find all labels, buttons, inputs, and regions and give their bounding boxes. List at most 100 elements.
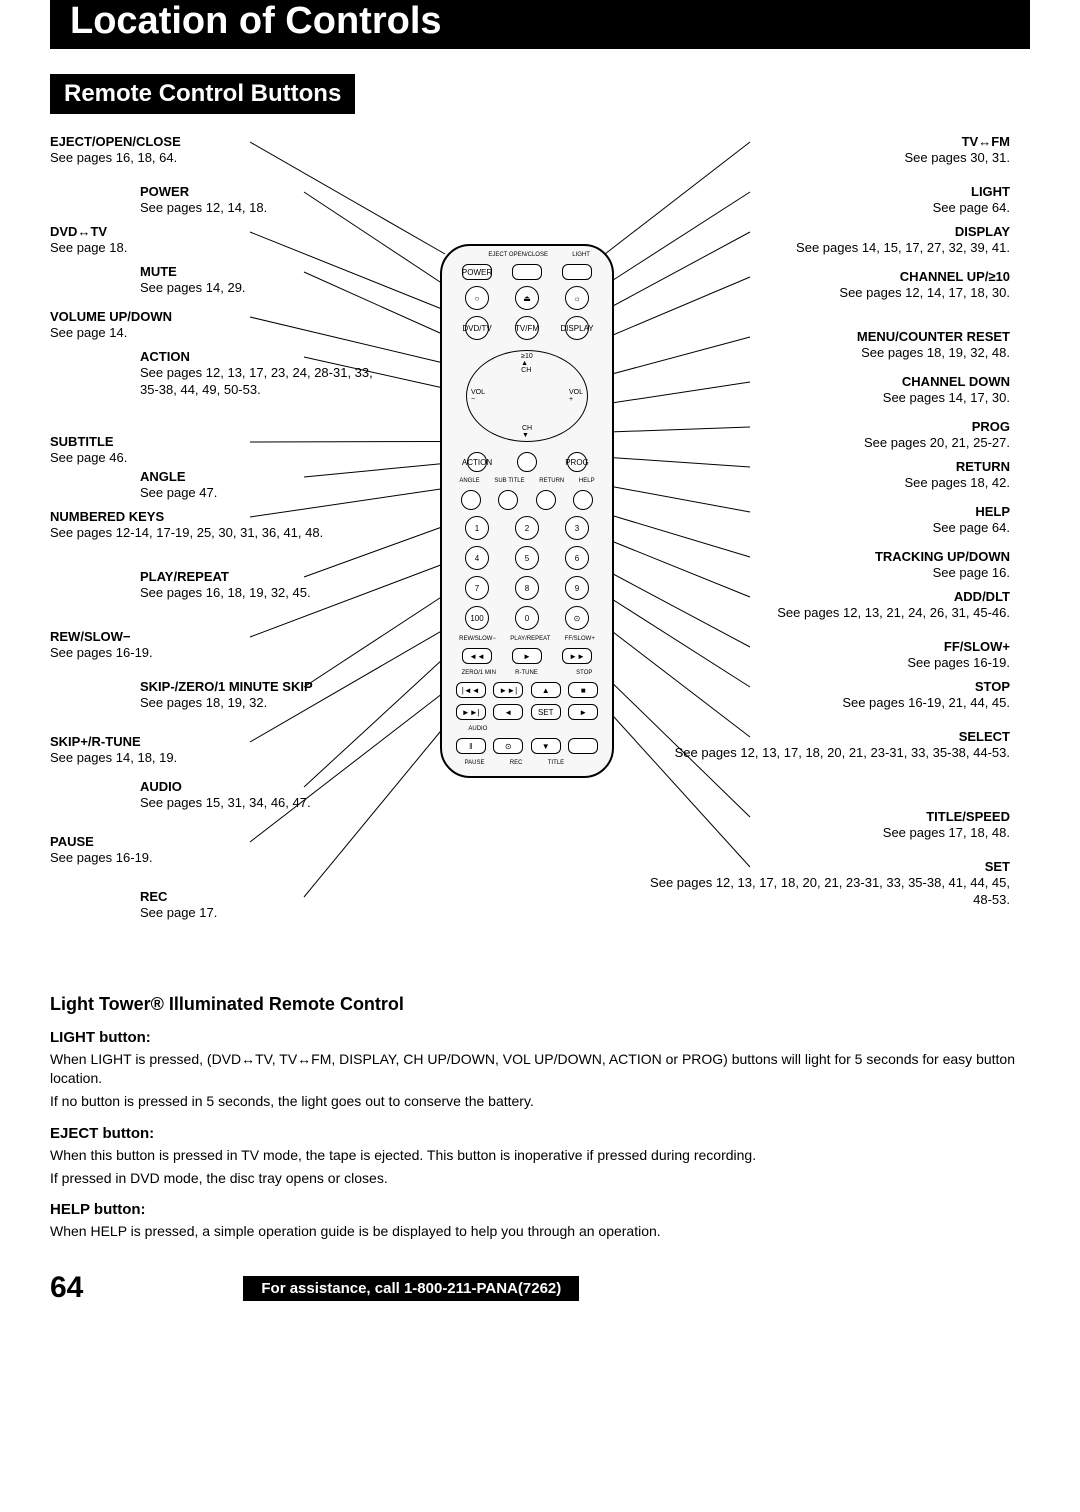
assistance-bar: For assistance, call 1-800-211-PANA(7262…	[243, 1276, 579, 1301]
remote-button[interactable]	[498, 490, 518, 510]
remote-button[interactable]: ►	[568, 704, 598, 720]
callout-label: DISPLAY	[955, 224, 1010, 239]
body-subheading: HELP button:	[50, 1201, 1030, 1218]
callout-ref: See pages 12, 13, 17, 18, 20, 21, 23-31,…	[650, 875, 1010, 906]
remote-button[interactable]: ►►|	[456, 704, 486, 720]
callout-ref: See pages 20, 21, 25-27.	[864, 435, 1010, 450]
remote-button[interactable]: ⊙	[565, 606, 589, 630]
remote-button[interactable]: 9	[565, 576, 589, 600]
right-callout: DISPLAYSee pages 14, 15, 17, 27, 32, 39,…	[630, 224, 1030, 257]
remote-button[interactable]: ▲	[531, 682, 561, 698]
remote-button[interactable]: ACTION	[467, 452, 487, 472]
remote-label: R-TUNE	[515, 670, 538, 676]
remote-button[interactable]: ►►|	[493, 682, 523, 698]
remote-button[interactable]: DVD/TV	[465, 316, 489, 340]
remote-button[interactable]: ►	[512, 648, 542, 664]
callout-label: POWER	[140, 184, 189, 199]
callout-ref: See pages 12-14, 17-19, 25, 30, 31, 36, …	[50, 525, 323, 540]
remote-row: POWER	[452, 264, 602, 280]
left-callout: POWERSee pages 12, 14, 18.	[140, 184, 390, 217]
remote-button[interactable]: ‖	[456, 738, 486, 754]
remote-button[interactable]: SET	[531, 704, 561, 720]
callout-label: DVD↔TV	[50, 224, 107, 239]
callout-ref: See pages 14, 15, 17, 27, 32, 39, 41.	[796, 240, 1010, 255]
remote-button[interactable]: TV/FM	[515, 316, 539, 340]
remote-button[interactable]: PROG	[567, 452, 587, 472]
remote-button[interactable]	[512, 264, 542, 280]
body-heading: Light Tower® Illuminated Remote Control	[50, 994, 1030, 1015]
callout-label: FF/SLOW+	[944, 639, 1010, 654]
callout-ref: See page 64.	[933, 200, 1010, 215]
body-subheading: EJECT button:	[50, 1125, 1030, 1142]
remote-outline: EJECT OPEN/CLOSELIGHTPOWER○⏏☼DVD/TVTV/FM…	[440, 244, 614, 778]
callout-label: ADD/DLT	[954, 589, 1010, 604]
remote-row: REW/SLOW−PLAY/REPEATFF/SLOW+	[452, 636, 602, 642]
remote-label: FF/SLOW+	[565, 636, 595, 642]
left-callout: AUDIOSee pages 15, 31, 34, 46, 47.	[140, 779, 390, 812]
remote-label: AUDIO	[468, 726, 487, 732]
remote-button[interactable]: ⏏	[515, 286, 539, 310]
remote-button[interactable]: POWER	[462, 264, 492, 280]
remote-button[interactable]: ◄◄	[462, 648, 492, 664]
remote-dpad[interactable]: ≥10▲CHVOL−VOL+CH▼	[466, 350, 588, 442]
callout-ref: See pages 12, 14, 17, 18, 30.	[839, 285, 1010, 300]
remote-button[interactable]: 4	[465, 546, 489, 570]
remote-button[interactable]: 0	[515, 606, 539, 630]
remote-button[interactable]: 2	[515, 516, 539, 540]
remote-button[interactable]: ▼	[531, 738, 561, 754]
remote-button[interactable]: ►►	[562, 648, 592, 664]
remote-button[interactable]: ■	[568, 682, 598, 698]
left-callout: NUMBERED KEYSSee pages 12-14, 17-19, 25,…	[50, 509, 390, 542]
remote-label: REC	[510, 760, 523, 766]
remote-button[interactable]: 1	[465, 516, 489, 540]
callout-label: REC	[140, 889, 167, 904]
right-callout: FF/SLOW+See pages 16-19.	[630, 639, 1030, 672]
right-callout: SETSee pages 12, 13, 17, 18, 20, 21, 23-…	[630, 859, 1030, 908]
remote-button[interactable]: 3	[565, 516, 589, 540]
remote-button[interactable]: ⊙	[493, 738, 523, 754]
remote-row: ◄◄►►►	[452, 648, 602, 664]
remote-button[interactable]: 7	[465, 576, 489, 600]
callout-ref: See pages 16-19.	[50, 850, 153, 865]
remote-button[interactable]: DISPLAY	[565, 316, 589, 340]
remote-button[interactable]: 5	[515, 546, 539, 570]
remote-button[interactable]: ○	[465, 286, 489, 310]
callout-label: CHANNEL DOWN	[902, 374, 1010, 389]
callout-label: AUDIO	[140, 779, 182, 794]
remote-button[interactable]: ◄	[493, 704, 523, 720]
callout-ref: See pages 14, 29.	[140, 280, 246, 295]
left-callout: ANGLESee page 47.	[140, 469, 390, 502]
remote-button[interactable]: |◄◄	[456, 682, 486, 698]
right-callout: PROGSee pages 20, 21, 25-27.	[630, 419, 1030, 452]
callout-ref: See pages 18, 19, 32.	[140, 695, 267, 710]
page-title: Location of Controls	[50, 0, 1030, 49]
callout-ref: See pages 18, 19, 32, 48.	[861, 345, 1010, 360]
page-footer: 64 For assistance, call 1-800-211-PANA(7…	[50, 1271, 1030, 1305]
callout-ref: See pages 18, 42.	[904, 475, 1010, 490]
remote-button[interactable]	[568, 738, 598, 754]
callout-label: PROG	[972, 419, 1010, 434]
remote-button[interactable]: ☼	[565, 286, 589, 310]
remote-button[interactable]	[562, 264, 592, 280]
remote-button[interactable]	[536, 490, 556, 510]
right-callout: TRACKING UP/DOWNSee page 16.	[630, 549, 1030, 582]
remote-button[interactable]: 6	[565, 546, 589, 570]
remote-button[interactable]	[573, 490, 593, 510]
callout-ref: See pages 12, 13, 21, 24, 26, 31, 45-46.	[777, 605, 1010, 620]
remote-label: LIGHT	[572, 252, 590, 258]
left-callout: EJECT/OPEN/CLOSESee pages 16, 18, 64.	[50, 134, 390, 167]
remote-row: |◄◄ ►►| ▲ ■	[452, 682, 602, 698]
right-callout: CHANNEL UP/≥10See pages 12, 14, 17, 18, …	[630, 269, 1030, 302]
left-callout: MUTESee pages 14, 29.	[140, 264, 390, 297]
right-callout: HELPSee page 64.	[630, 504, 1030, 537]
remote-row	[452, 490, 602, 510]
callout-ref: See pages 16-19.	[50, 645, 153, 660]
body-paragraph: When LIGHT is pressed, (DVD↔TV, TV↔FM, D…	[50, 1050, 1030, 1088]
callout-label: CHANNEL UP/≥10	[900, 269, 1010, 284]
remote-diagram: EJECT/OPEN/CLOSESee pages 16, 18, 64. POW…	[50, 134, 1030, 964]
remote-button[interactable]	[461, 490, 481, 510]
left-callout: REW/SLOW−See pages 16-19.	[50, 629, 390, 662]
remote-button[interactable]	[517, 452, 537, 472]
remote-button[interactable]: 8	[515, 576, 539, 600]
remote-button[interactable]: 100	[465, 606, 489, 630]
